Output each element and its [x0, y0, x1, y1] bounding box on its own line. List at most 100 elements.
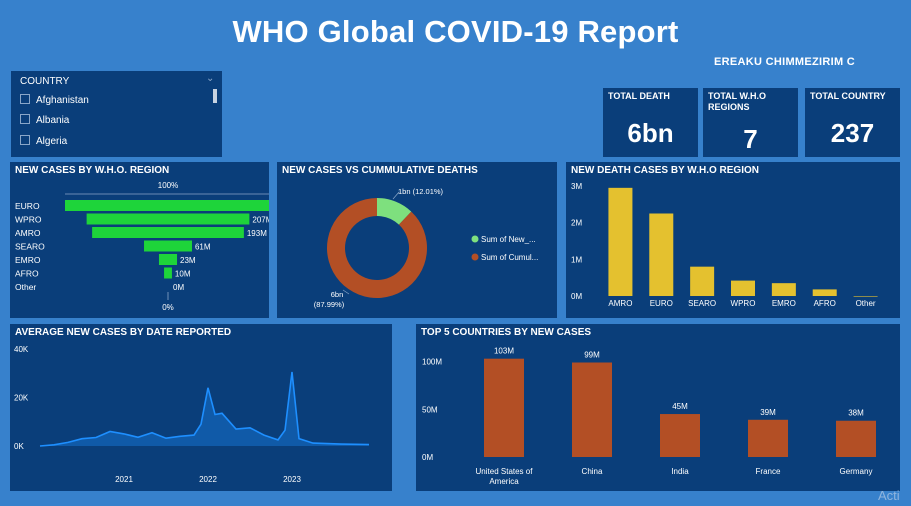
funnel-value-label: 0M: [173, 283, 184, 292]
donut-chart[interactable]: 1bn (12.01%) 6bn(87.99%) Sum of New_... Sum…: [277, 162, 557, 318]
bar: [812, 289, 837, 296]
checkbox-icon[interactable]: [20, 135, 30, 145]
legend-label: Sum of Cumul...: [481, 253, 538, 262]
donut-chart-panel: NEW CASES VS CUMMULATIVE DEATHS 1bn (12.…: [277, 162, 557, 318]
x-tick-label: China: [582, 467, 603, 476]
y-tick-label: 3M: [571, 182, 582, 191]
data-label: 39M: [760, 408, 776, 417]
kpi-value: 7: [743, 124, 758, 154]
watermark-text: Acti: [878, 488, 900, 503]
funnel-bar: [158, 254, 178, 265]
donut-leader-line: [392, 191, 400, 200]
x-tick-label: Other: [856, 299, 876, 308]
kpi-label: TOTAL W.H.O REGIONS: [708, 91, 766, 112]
funnel-value-label: 193M: [247, 229, 267, 238]
funnel-category-label: AFRO: [15, 269, 39, 279]
death-bar-chart[interactable]: 0M 1M 2M 3M AMRO EURO SEARO WPRO EMRO AFRO Other: [566, 162, 900, 318]
funnel-value-label: 23M: [180, 256, 196, 265]
x-tick-label: AMRO: [608, 299, 632, 308]
legend-marker: [471, 253, 479, 261]
checkbox-icon[interactable]: [20, 94, 30, 104]
author-name: EREAKU CHIMMEZIRIM C: [714, 56, 856, 68]
kpi-value: 237: [830, 118, 875, 148]
chevron-down-icon[interactable]: ⌄: [206, 73, 215, 84]
slicer-scrollbar[interactable]: [213, 89, 217, 103]
x-tick-label: AFRO: [814, 299, 836, 308]
average-cases-line-chart[interactable]: 0K 20K 40K 2021 2022 2023: [10, 324, 392, 491]
kpi-label: TOTAL DEATH: [608, 91, 670, 101]
funnel-value-label: 61M: [195, 243, 211, 252]
legend-label: Sum of New_...: [481, 235, 536, 244]
data-label: 38M: [848, 409, 864, 418]
top5-bar-chart-panel: TOP 5 COUNTRIES BY NEW CASES 0M 50M 100M 10…: [416, 324, 900, 491]
y-tick-label: 20K: [14, 394, 29, 403]
kpi-label: TOTAL COUNTRY: [810, 91, 886, 101]
x-tick-label: France: [756, 467, 781, 476]
checkbox-icon[interactable]: [20, 114, 30, 124]
slicer-item-albania[interactable]: Albania: [20, 114, 69, 126]
funnel-category-label: WPRO: [15, 215, 42, 225]
x-tick-label: SEARO: [688, 299, 716, 308]
bar: [771, 283, 796, 296]
kpi-total-death: TOTAL DEATH 6bn: [603, 88, 698, 157]
funnel-bar: [65, 200, 269, 211]
x-tick-label: United States of: [476, 467, 534, 476]
x-tick-label: Germany: [840, 467, 873, 476]
chart-title: AVERAGE NEW CASES BY DATE REPORTED: [15, 327, 232, 338]
x-tick-label: WPRO: [731, 299, 756, 308]
chart-title: NEW DEATH CASES BY W.H.O REGION: [571, 165, 759, 176]
funnel-value-label: 207M: [252, 216, 269, 225]
donut-data-label: (87.99%): [314, 300, 345, 309]
line-chart-panel: AVERAGE NEW CASES BY DATE REPORTED 0K 20K…: [10, 324, 392, 491]
bar: [649, 213, 674, 296]
donut-leader-line: [342, 289, 350, 295]
y-tick-label: 1M: [571, 255, 582, 264]
bar: [660, 414, 700, 457]
y-tick-label: 2M: [571, 219, 582, 228]
bar: [572, 362, 612, 457]
donut-slice: [326, 198, 427, 298]
data-label: 103M: [494, 347, 514, 356]
country-slicer[interactable]: COUNTRY ⌄ Afghanistan Albania Algeria: [11, 71, 222, 157]
bar: [690, 266, 715, 296]
death-bar-chart-panel: NEW DEATH CASES BY W.H.O REGION 0M 1M 2M 3M…: [566, 162, 900, 318]
x-tick-label: 2021: [115, 475, 133, 484]
funnel-top-label: 100%: [158, 181, 178, 190]
funnel-bar: [92, 227, 244, 238]
chart-title: NEW CASES BY W.H.O. REGION: [15, 165, 170, 176]
chart-title: NEW CASES VS CUMMULATIVE DEATHS: [282, 165, 478, 176]
slicer-title: COUNTRY: [20, 76, 70, 87]
legend-marker: [471, 235, 479, 243]
report-title: WHO Global COVID-19 Report: [232, 14, 679, 49]
kpi-value: 6bn: [627, 118, 674, 148]
kpi-total-regions: TOTAL W.H.O REGIONS 7: [703, 88, 798, 157]
donut-slice: [377, 198, 412, 225]
bar: [836, 420, 876, 457]
series-line: [39, 371, 370, 447]
x-tick-label: EURO: [650, 299, 673, 308]
slicer-item-algeria[interactable]: Algeria: [20, 135, 67, 147]
chart-title: TOP 5 COUNTRIES BY NEW CASES: [421, 327, 592, 338]
funnel-value-label: 10M: [175, 270, 191, 279]
donut-data-label: 6bn: [331, 290, 344, 299]
funnel-category-label: SEARO: [15, 242, 45, 252]
bar: [748, 419, 788, 457]
y-tick-label: 0M: [422, 453, 433, 462]
y-tick-label: 100M: [422, 358, 442, 367]
x-tick-label: America: [489, 477, 519, 486]
funnel-bar: [144, 240, 192, 252]
x-tick-label: India: [671, 467, 689, 476]
funnel-chart[interactable]: 100% EURO WPRO 207M AMRO 193M SEARO 61M EMRO 23M A…: [10, 162, 269, 318]
x-tick-label: EMRO: [772, 299, 796, 308]
funnel-category-label: AMRO: [15, 228, 41, 238]
slicer-item-afghanistan[interactable]: Afghanistan: [20, 94, 89, 106]
funnel-category-label: Other: [15, 282, 36, 292]
funnel-bar: [86, 213, 250, 225]
y-tick-label: 50M: [422, 405, 438, 414]
y-tick-label: 40K: [14, 345, 29, 354]
donut-data-label: 1bn (12.01%): [398, 187, 444, 196]
funnel-category-label: EMRO: [15, 255, 41, 265]
bar: [853, 296, 878, 297]
x-tick-label: 2022: [199, 475, 217, 484]
